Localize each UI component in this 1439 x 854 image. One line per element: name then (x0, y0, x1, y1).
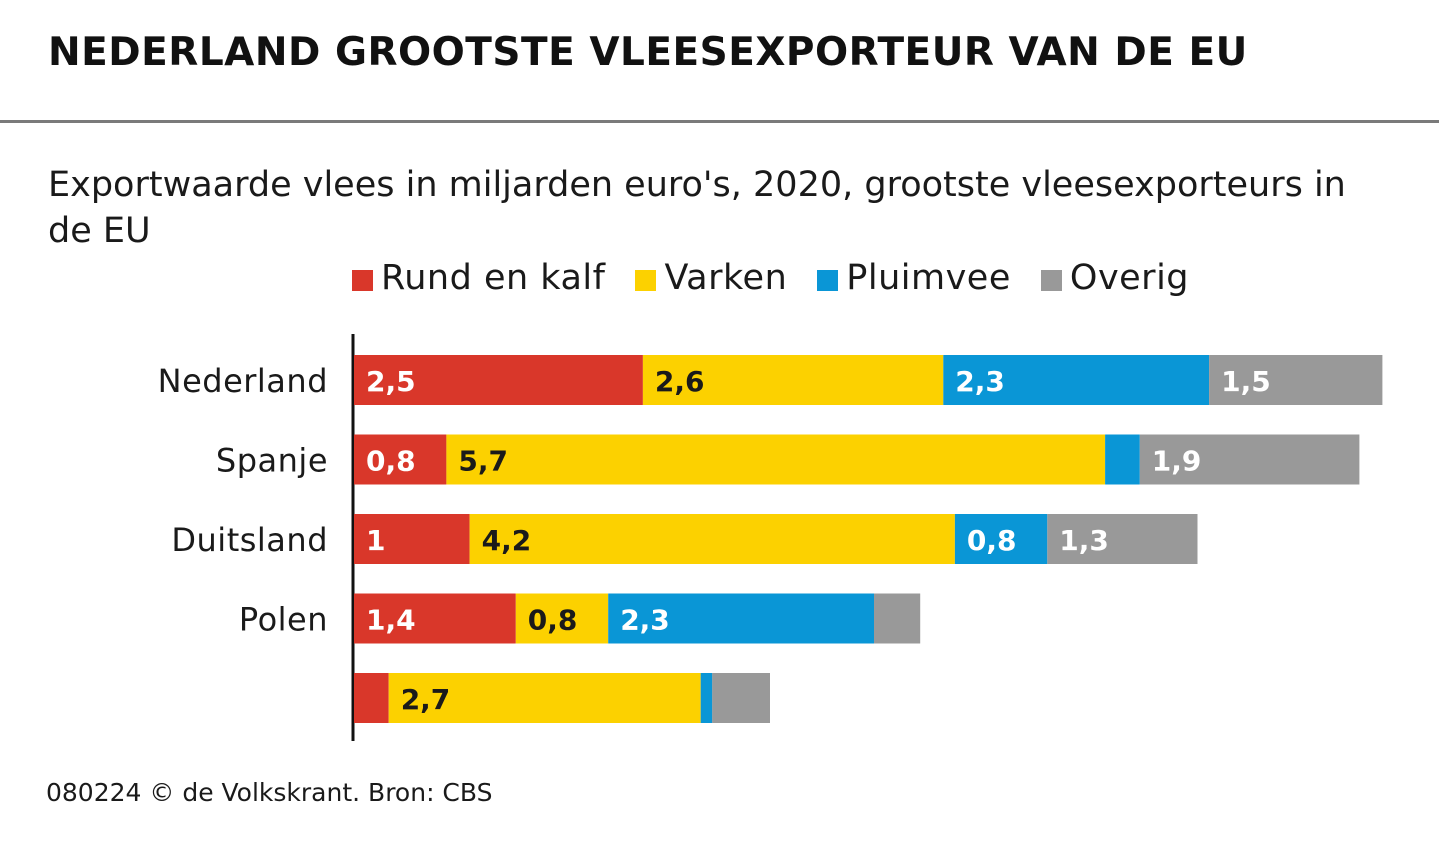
legend-label-varken: Varken (664, 258, 788, 298)
bar-nederland-varken (642, 355, 944, 405)
category-label-duitsland: Duitsland (171, 521, 328, 559)
bar-row-5-pluimvee (700, 673, 713, 723)
legend-swatch-overig (1040, 269, 1062, 291)
bar-duitsland-rund-en-kalf (354, 514, 470, 564)
bar-spanje-overig (1139, 434, 1360, 485)
bar-row-5-varken (388, 673, 701, 723)
bar-duitsland-pluimvee (954, 514, 1048, 564)
data-label-duitsland-pluimvee: 0,8 (967, 524, 1017, 557)
bar-nederland-pluimvee (943, 355, 1210, 405)
data-label-row-5-varken: 2,7 (401, 683, 451, 716)
legend-label-pluimvee: Pluimvee (846, 258, 1011, 298)
data-label-polen-pluimvee: 2,3 (620, 604, 670, 637)
legend-swatch-varken (635, 269, 657, 291)
legend-swatch-pluimvee (817, 269, 839, 291)
bar-row-5-rund-en-kalf (354, 673, 389, 723)
bar-spanje-varken (446, 434, 1106, 485)
data-label-nederland-overig: 1,5 (1221, 365, 1271, 398)
bar-polen-rund-en-kalf (354, 593, 516, 644)
category-label-nederland: Nederland (158, 362, 328, 400)
category-label-spanje: Spanje (216, 442, 328, 480)
bar-polen-overig (874, 593, 921, 644)
data-label-nederland-varken: 2,6 (655, 365, 705, 398)
data-label-duitsland-rund-en-kalf: 1 (366, 524, 385, 557)
legend-label-overig: Overig (1069, 258, 1190, 298)
data-label-polen-varken: 0,8 (528, 604, 578, 637)
data-label-duitsland-varken: 4,2 (482, 524, 532, 557)
title-divider (0, 120, 1439, 123)
data-label-duitsland-overig: 1,3 (1059, 524, 1109, 557)
data-label-spanje-rund-en-kalf: 0,8 (366, 445, 416, 478)
data-label-spanje-overig: 1,9 (1152, 445, 1202, 478)
data-label-nederland-rund-en-kalf: 2,5 (366, 365, 416, 398)
chart-subtitle: Exportwaarde vlees in miljarden euro's, … (48, 165, 1346, 251)
bar-nederland-overig (1209, 355, 1383, 405)
legend-item-overig: Overig (1040, 258, 1190, 298)
legend-label-rund-en-kalf: Rund en kalf (381, 258, 606, 298)
bar-nederland-rund-en-kalf (354, 355, 643, 405)
bar-polen-pluimvee (608, 593, 874, 644)
category-label-polen: Polen (239, 601, 328, 639)
bar-polen-varken (515, 593, 609, 644)
stacked-bar-chart: Nederland 2,5 2,6 2,3 1,5 Spanje 0,8 5,7 1,9 Duit… (158, 334, 1383, 741)
legend-item-rund-en-kalf: Rund en kalf (352, 258, 605, 298)
data-label-nederland-pluimvee: 2,3 (955, 365, 1005, 398)
bar-spanje-rund-en-kalf (354, 434, 447, 485)
data-label-spanje-varken: 5,7 (458, 445, 508, 478)
bar-duitsland-varken (469, 514, 955, 564)
data-label-polen-rund-en-kalf: 1,4 (366, 604, 416, 637)
chart-title: NEDERLAND GROOTSTE VLEESEXPORTEUR VAN DE… (48, 30, 1248, 75)
bar-row-5-overig (712, 673, 770, 723)
bar-duitsland-overig (1047, 514, 1198, 564)
legend: Rund en kalf Varken Pluimvee Overig (352, 256, 1219, 300)
bar-spanje-pluimvee (1105, 434, 1140, 485)
legend-item-varken: Varken (635, 258, 787, 298)
source-credit: 080224 © de Volkskrant. Bron: CBS (46, 778, 493, 807)
legend-item-pluimvee: Pluimvee (817, 258, 1011, 298)
legend-swatch-rund-en-kalf (352, 269, 373, 291)
